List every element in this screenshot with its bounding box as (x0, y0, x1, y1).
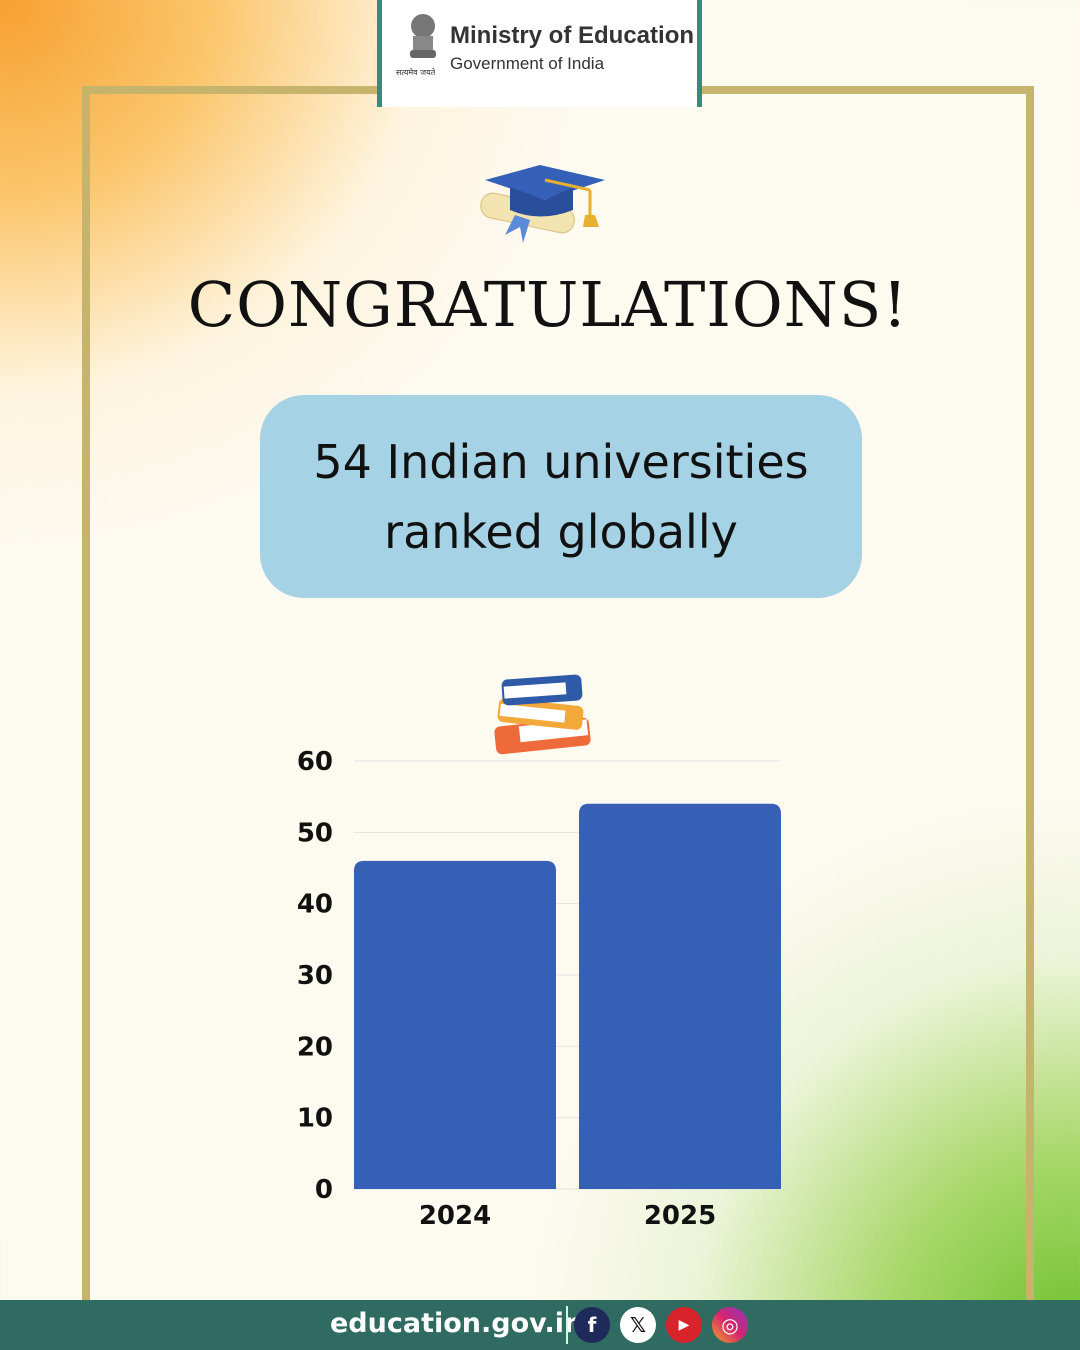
bar-2024 (354, 860, 556, 1189)
bar-chart: 0 10 20 30 40 50 60 2024 2025 (297, 747, 781, 1231)
x-twitter-icon[interactable]: 𝕏 (620, 1307, 656, 1343)
government-name: Government of India (450, 54, 605, 73)
x-tick-label: 2025 (644, 1201, 716, 1231)
youtube-icon[interactable]: ▶ (666, 1307, 702, 1343)
highlight-line-1: 54 Indian universities (313, 434, 809, 489)
y-tick-label: 10 (297, 1104, 333, 1134)
books-icon (494, 674, 591, 755)
national-emblem-icon (410, 14, 436, 58)
highlight-line-2: ranked globally (384, 504, 738, 559)
website-link[interactable]: education.gov.in (330, 1308, 584, 1339)
y-tick-label: 40 (297, 890, 333, 920)
y-tick-label: 0 (315, 1175, 333, 1205)
x-tick-label: 2024 (419, 1201, 491, 1231)
ministry-name: Ministry of Education (450, 22, 695, 49)
graduation-cap-icon (480, 165, 605, 243)
congratulations-title: CONGRATULATIONS! (187, 268, 909, 341)
y-tick-label: 50 (297, 818, 333, 848)
bar-2025 (579, 803, 781, 1189)
highlight-box: 54 Indian universities ranked globally (260, 395, 862, 598)
emblem-motto: सत्यमेव जयते (396, 68, 436, 77)
y-tick-label: 60 (297, 747, 333, 777)
ministry-header: सत्यमेव जयते Ministry of Education Gover… (377, 0, 702, 107)
facebook-icon[interactable]: f (574, 1307, 610, 1343)
y-tick-label: 20 (297, 1032, 333, 1062)
instagram-icon[interactable]: ◎ (712, 1307, 748, 1343)
footer-bar: education.gov.in f 𝕏 ▶ ◎ (0, 1300, 1080, 1350)
y-tick-label: 30 (297, 961, 333, 991)
footer-divider (566, 1306, 568, 1344)
